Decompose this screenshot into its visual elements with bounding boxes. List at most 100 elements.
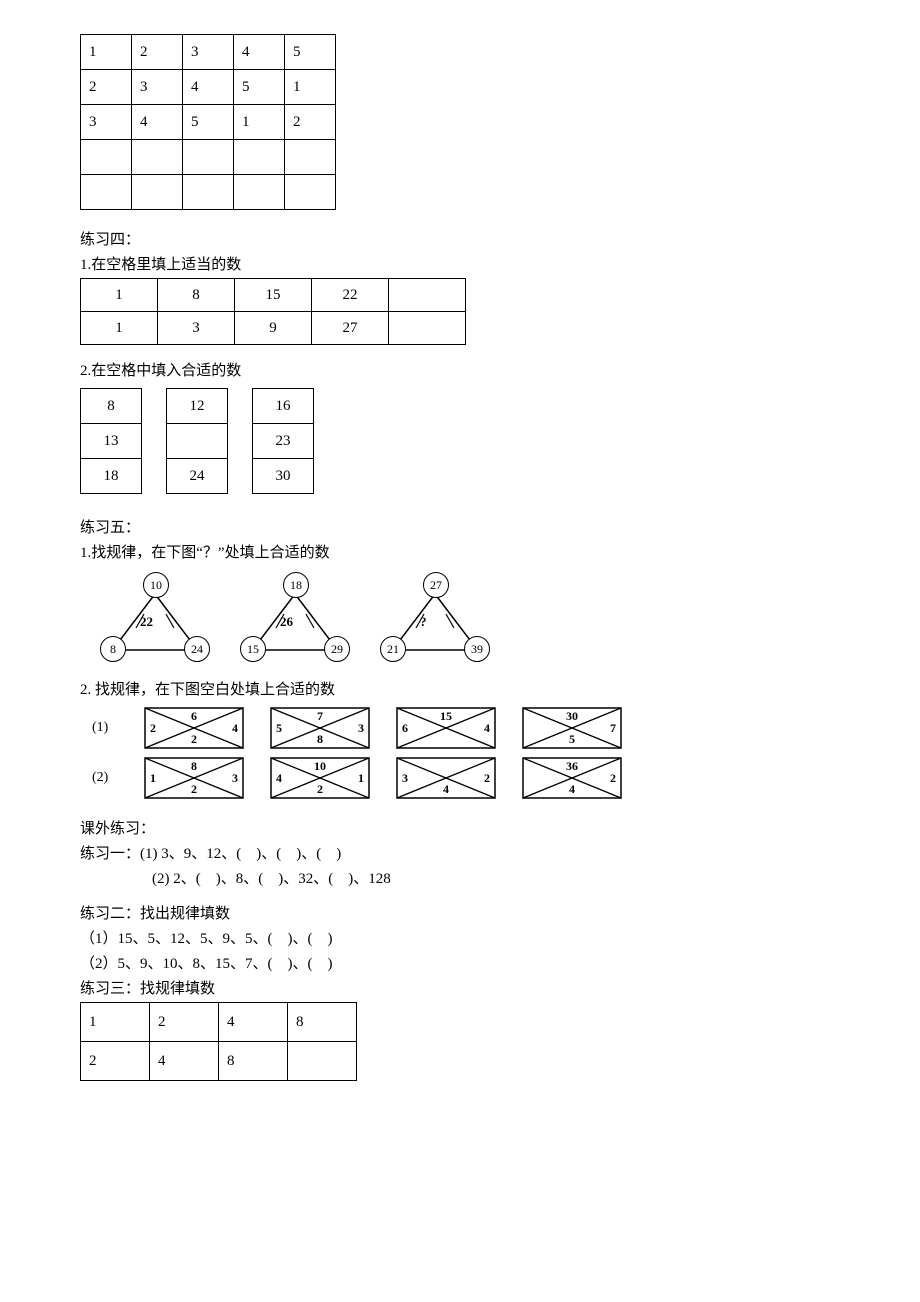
cell: 4 [183,70,234,105]
extra-ex1a: 练习一：(1) 3、9、12、( )、( )、( ) [80,842,840,863]
cell: 1 [81,35,132,70]
extra-ex1b: (2) 2、( )、8、( )、32、( )、128 [80,867,840,888]
cell: 1 [285,70,336,105]
cell: 8 [219,1042,288,1081]
cell: 1 [81,312,158,345]
env-row: (1) 2 4 6 2 5 3 7 8 [92,707,840,749]
cell: 27 [312,312,389,345]
envelope: 4 1 10 2 [270,757,370,799]
envelope: 3 2 4 [396,757,496,799]
envelope: 2 36 4 [522,757,622,799]
cell [132,175,183,210]
cell: 3 [158,312,235,345]
cell [81,175,132,210]
ex4-col: 81318 [80,388,142,494]
node-bl: 21 [380,636,406,662]
cell: 13 [81,424,142,459]
cell: 15 [235,279,312,312]
cell [81,140,132,175]
cell [183,175,234,210]
triangle-diagrams: 10 8 24 22 18 15 29 26 27 21 39 ? [100,572,840,662]
extra-title: 课外练习： [80,817,840,838]
ex4-columns: 81318 1224 162330 [80,384,840,498]
cell: 16 [253,389,314,424]
cell: 22 [312,279,389,312]
ex4-q2: 2.在空格中填入合适的数 [80,359,840,380]
node-mid: 26 [280,614,293,630]
node-mid: ? [420,614,427,630]
cell: 5 [234,70,285,105]
cell: 3 [132,70,183,105]
env-bottom: 4 [396,782,496,797]
cell: 2 [81,70,132,105]
cell: 23 [253,424,314,459]
cell [132,140,183,175]
cell: 4 [150,1042,219,1081]
cell: 2 [285,105,336,140]
env-top: 30 [522,709,622,724]
env-top: 10 [270,759,370,774]
cell [389,279,466,312]
cell: 8 [81,389,142,424]
env-top: 6 [144,709,244,724]
cell: 4 [132,105,183,140]
cell: 4 [234,35,285,70]
cell: 2 [81,1042,150,1081]
ex5-title: 练习五： [80,516,840,537]
env-bottom: 2 [144,782,244,797]
cell: 4 [219,1003,288,1042]
extra-ex2t: 练习二：找出规律填数 [80,902,840,923]
cell: 2 [132,35,183,70]
ex4-col: 1224 [166,388,228,494]
env-bottom: 4 [522,782,622,797]
cell: 3 [81,105,132,140]
envelope: 7 30 5 [522,707,622,749]
ex4-q1: 1.在空格里填上适当的数 [80,253,840,274]
ex4-table1: 181522 13927 [80,278,466,345]
cell: 3 [183,35,234,70]
ex5-q1: 1.找规律，在下图“？”处填上合适的数 [80,541,840,562]
cell: 5 [183,105,234,140]
cell: 8 [288,1003,357,1042]
cell [389,312,466,345]
cell: 9 [235,312,312,345]
cell [167,424,228,459]
cell [234,175,285,210]
env-bottom: 2 [144,732,244,747]
envelope-diagrams: (1) 2 4 6 2 5 3 7 8 [92,707,840,799]
cell [285,175,336,210]
env-bottom: 5 [522,732,622,747]
cell: 5 [285,35,336,70]
node-br: 39 [464,636,490,662]
ex3-table: 1248248 [80,1002,357,1081]
row-label: (1) [92,720,118,736]
cell: 1 [81,1003,150,1042]
cell: 18 [81,459,142,494]
cell: 12 [167,389,228,424]
triangle: 10 8 24 22 [100,572,210,662]
cell [288,1042,357,1081]
cell: 8 [158,279,235,312]
cell: 1 [81,279,158,312]
cell: 30 [253,459,314,494]
pattern-table-1: 123452345134512 [80,34,336,210]
cell [183,140,234,175]
env-top: 8 [144,759,244,774]
node-bl: 15 [240,636,266,662]
envelope: 1 3 8 2 [144,757,244,799]
node-mid: 22 [140,614,153,630]
envelope: 2 4 6 2 [144,707,244,749]
extra-ex2b: （2）5、9、10、8、15、7、( )、( ) [80,952,840,973]
cell [285,140,336,175]
node-top: 18 [283,572,309,598]
extra-ex2a: （1）15、5、12、5、9、5、( )、( ) [80,927,840,948]
node-br: 24 [184,636,210,662]
node-top: 27 [423,572,449,598]
ex4-title: 练习四： [80,228,840,249]
env-bottom: 8 [270,732,370,747]
env-top: 36 [522,759,622,774]
node-top: 10 [143,572,169,598]
cell: 1 [234,105,285,140]
env-top: 7 [270,709,370,724]
cell [234,140,285,175]
